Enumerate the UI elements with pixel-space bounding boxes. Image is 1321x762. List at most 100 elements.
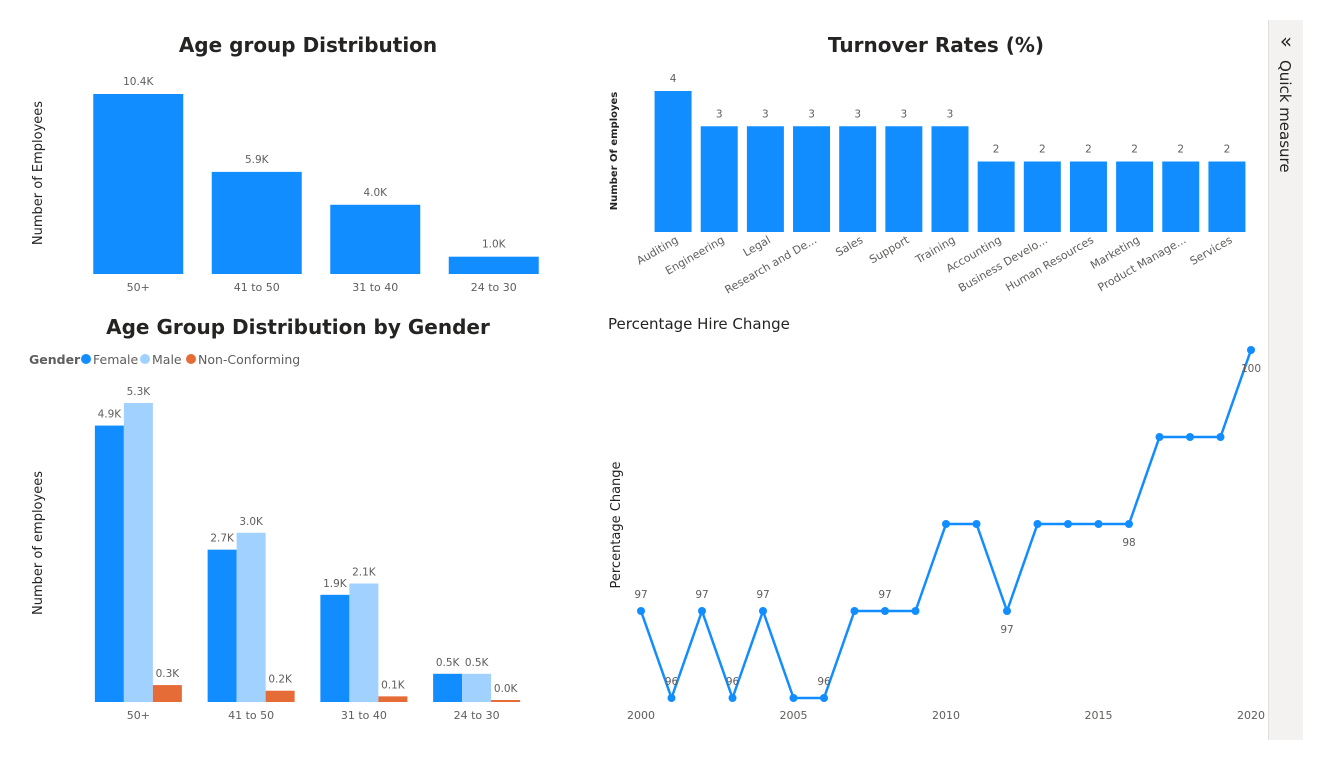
legend-item-1: Male [152,352,182,367]
hire-chart-title: Percentage Hire Change [608,315,790,333]
percentage-hire-change-chart[interactable]: Percentage Hire Change Percentage Change… [608,315,1265,722]
hire-point [1216,433,1225,441]
hire-point [1125,520,1133,528]
hire-data-label: 98 [1122,537,1135,549]
quick-measure-label[interactable]: Quick measure [1276,60,1294,173]
turnover-data-label: 3 [716,108,723,120]
hire-point [759,607,767,615]
turnover-x-tick: Sales [833,233,865,259]
gender-data-label: 0.3K [156,668,181,680]
gender-data-label: 0.5K [465,657,490,669]
gender-bar-female [94,425,124,702]
gender-x-tick: 41 to 50 [228,709,274,722]
gender-data-label: 5.3K [127,386,152,398]
age-x-tick: 41 to 50 [234,281,280,294]
hire-data-label: 97 [756,589,769,601]
turnover-data-label: 2 [1039,144,1046,156]
hire-data-label: 96 [665,676,679,688]
hire-chart-y-axis-title: Percentage Change [609,461,624,588]
turnover-data-label: 2 [1131,144,1138,156]
hire-point [1094,520,1103,528]
gender-data-label: 1.9K [323,578,348,590]
age-group-by-gender-chart[interactable]: Age Group Distribution by Gender Gender … [29,315,521,722]
hire-point [972,520,981,528]
gender-data-label: 0.1K [381,679,406,691]
legend-title: Gender [29,352,81,367]
turnover-bar-3 [793,126,831,232]
age-x-tick: 31 to 40 [352,281,398,294]
gender-bar-male [123,403,153,702]
gender-bar-non-conforming [152,685,182,702]
turnover-rates-chart[interactable]: Turnover Rates (%) Number Of employes 4A… [609,33,1246,297]
turnover-data-label: 2 [1224,144,1231,156]
hire-point [667,694,676,702]
age-data-label: 10.4K [123,76,154,88]
turnover-data-label: 2 [1085,144,1092,156]
gender-data-label: 0.5K [436,657,461,669]
age-group-distribution-chart[interactable]: Age group Distribution Number of Employe… [31,33,539,294]
turnover-x-tick: Support [867,233,912,266]
turnover-data-label: 3 [901,108,908,120]
hire-x-tick: 2000 [627,709,655,722]
turnover-x-tick: Product Manage... [1096,233,1189,294]
hire-x-tick: 2020 [1237,709,1265,722]
turnover-data-label: 3 [808,108,815,120]
hire-point [942,520,950,528]
gender-legend[interactable]: Gender Female Male Non-Conforming [29,352,300,367]
gender-x-tick: 31 to 40 [341,709,387,722]
turnover-data-label: 3 [762,108,769,120]
gender-bar-non-conforming [491,700,521,702]
hire-data-label: 97 [695,589,708,601]
gender-data-label: 4.9K [98,409,123,421]
hire-point [820,694,828,702]
turnover-bar-8 [1023,161,1061,232]
hire-point [1155,433,1164,441]
age-chart-marks: 10.4K 50+ 5.9K 41 to 50 4.0K 31 to 40 1.0K 24 t… [93,76,539,294]
gender-data-label: 2.1K [352,567,377,579]
legend-marker-1 [140,354,150,364]
turnover-data-label: 2 [1177,144,1184,156]
legend-marker-2 [186,354,196,364]
gender-data-label: 0.2K [268,674,293,686]
gender-data-label: 0.0K [494,683,519,695]
turnover-chart-title: Turnover Rates (%) [828,33,1044,57]
hire-data-label: 97 [1000,624,1013,636]
gender-data-label: 2.7K [210,533,235,545]
hire-x-tick: 2010 [932,709,960,722]
hire-data-label: 100 [1241,363,1261,375]
turnover-bar-6 [931,126,969,232]
turnover-data-label: 2 [993,144,1000,156]
gender-bar-male [236,532,266,702]
age-bar-0 [93,94,184,274]
age-data-label: 5.9K [245,154,270,166]
gender-bar-female [207,549,237,702]
turnover-bar-10 [1116,161,1154,232]
hire-x-tick: 2015 [1085,709,1113,722]
gender-x-tick: 24 to 30 [454,709,500,722]
hire-point [789,694,798,702]
legend-marker-0 [81,354,91,364]
legend-item-0: Female [93,352,139,367]
turnover-data-label: 3 [947,108,954,120]
hire-point [911,607,920,615]
gender-bar-non-conforming [378,696,408,702]
hire-x-tick: 2005 [780,709,808,722]
turnover-bar-12 [1208,161,1246,232]
quick-measure-pane[interactable]: « Quick measure [1268,20,1303,740]
turnover-bar-5 [885,126,923,232]
age-bar-1 [211,171,302,274]
turnover-x-tick: Human Resources [1003,233,1096,294]
legend-item-2: Non-Conforming [198,352,300,367]
gender-bar-male [462,673,492,702]
age-bar-3 [448,256,539,274]
turnover-x-tick: Services [1188,233,1235,268]
turnover-bar-2 [746,126,784,232]
age-chart-title: Age group Distribution [179,33,437,57]
turnover-x-tick: Legal [741,233,773,259]
turnover-bar-1 [700,126,738,232]
turnover-data-label: 4 [670,73,677,85]
double-chevron-left-icon[interactable]: « [1279,29,1293,53]
gender-bar-non-conforming [265,690,295,702]
gender-chart-marks: 4.9K 5.3K 0.3K 50+ 2.7K 3.0K 0.2K 41 to 50 1.9K 2… [94,386,521,722]
